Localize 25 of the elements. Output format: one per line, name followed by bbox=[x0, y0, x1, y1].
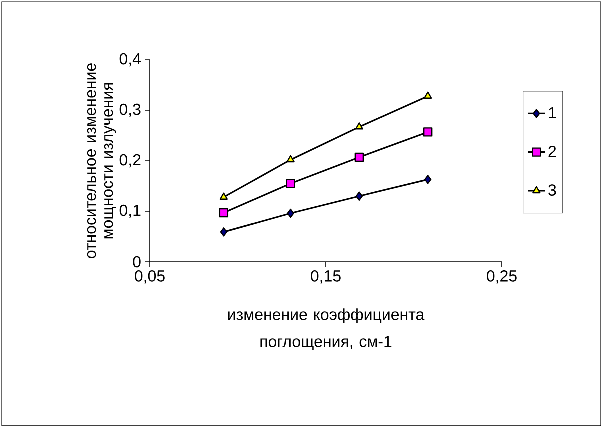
x-tick-label: 0,25 bbox=[487, 270, 517, 284]
point bbox=[287, 208, 294, 218]
y-tick-label: 0,3 bbox=[120, 104, 141, 118]
y-tick-label: 0,4 bbox=[120, 53, 141, 67]
x-axis-title: изменение коэффициента поглощения, см-1 bbox=[228, 308, 425, 350]
point bbox=[286, 155, 295, 163]
legend-label: 3 bbox=[548, 184, 556, 196]
point bbox=[355, 122, 364, 130]
x-tick-label: 0,15 bbox=[311, 270, 341, 284]
point bbox=[286, 179, 296, 188]
point bbox=[220, 228, 228, 237]
x-tick-label: 0,05 bbox=[135, 270, 165, 284]
point bbox=[356, 192, 364, 201]
point bbox=[354, 152, 364, 162]
point bbox=[424, 92, 432, 99]
y-tick-label: 0 bbox=[133, 256, 141, 268]
point bbox=[423, 128, 433, 137]
legend-label: 2 bbox=[548, 146, 556, 158]
legend-label: 1 bbox=[549, 107, 556, 118]
y-tick-label: 0,2 bbox=[120, 154, 141, 168]
y-axis-title: относительное изменение мощности излучения bbox=[87, 64, 116, 258]
point bbox=[220, 192, 228, 200]
point bbox=[219, 208, 229, 218]
point bbox=[424, 175, 432, 184]
y-tick-label: 0,1 bbox=[120, 204, 141, 218]
